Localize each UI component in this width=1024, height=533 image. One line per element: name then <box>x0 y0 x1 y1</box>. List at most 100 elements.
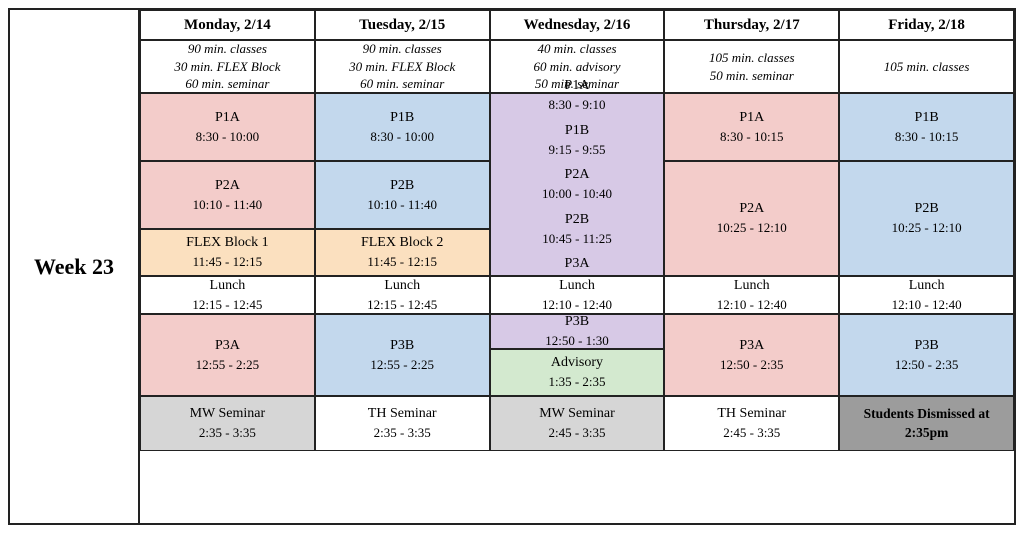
block-time: 2:35 - 3:35 <box>199 424 256 442</box>
block-title: TH Seminar <box>717 405 786 424</box>
notes-line: 30 min. FLEX Block <box>174 58 280 76</box>
block-title: MW Seminar <box>190 405 266 424</box>
day-header-fri: Friday, 2/18 <box>839 10 1014 40</box>
notes-line: 40 min. classes <box>537 40 616 58</box>
thu-p1: P1A8:30 - 10:15 <box>664 93 839 161</box>
block-time: 10:10 - 11:40 <box>193 196 263 214</box>
wed-period: P2A10:00 - 10:40 <box>542 166 612 202</box>
block-title: P1A <box>739 109 764 128</box>
block-title: P3B <box>565 313 589 332</box>
block-time: 12:10 - 12:40 <box>542 296 612 314</box>
block-title: TH Seminar <box>368 405 437 424</box>
thu-lunch: Lunch12:10 - 12:40 <box>664 276 839 314</box>
tue-seminar: TH Seminar2:35 - 3:35 <box>315 396 490 451</box>
notes-line: 60 min. advisory <box>533 58 620 76</box>
notes-line: 60 min. seminar <box>185 75 269 93</box>
block-title: P3B <box>390 337 414 356</box>
block-time: 2:35 - 3:35 <box>374 424 431 442</box>
tue-p1: P1B8:30 - 10:00 <box>315 93 490 161</box>
wed-morning-block: P1A8:30 - 9:10P1B9:15 - 9:55P2A10:00 - 1… <box>490 93 665 276</box>
fri-p2: P2B10:25 - 12:10 <box>839 161 1014 276</box>
fri-lunch: Lunch12:10 - 12:40 <box>839 276 1014 314</box>
wed-seminar: MW Seminar2:45 - 3:35 <box>490 396 665 451</box>
mon-flex: FLEX Block 111:45 - 12:15 <box>140 229 315 276</box>
notes-line: 90 min. classes <box>363 40 442 58</box>
block-title: FLEX Block 1 <box>186 234 268 253</box>
block-time: 12:10 - 12:40 <box>717 296 787 314</box>
notes-mon: 90 min. classes30 min. FLEX Block60 min.… <box>140 40 315 93</box>
notes-line: 90 min. classes <box>188 40 267 58</box>
block-time: 12:50 - 2:35 <box>720 356 784 374</box>
block-time: 8:30 - 10:00 <box>370 128 434 146</box>
block-time: 12:50 - 2:35 <box>895 356 959 374</box>
block-time: 12:55 - 2:25 <box>196 356 260 374</box>
block-time: 8:30 - 10:15 <box>895 128 959 146</box>
schedule-grid: Week 23 Monday, 2/14 Tuesday, 2/15 Wedne… <box>8 8 1016 525</box>
tue-flex: FLEX Block 211:45 - 12:15 <box>315 229 490 276</box>
mon-seminar: MW Seminar2:35 - 3:35 <box>140 396 315 451</box>
block-title: P1B <box>565 122 589 141</box>
thu-p3: P3A12:50 - 2:35 <box>664 314 839 396</box>
block-title: Lunch <box>734 277 770 296</box>
block-title: P1A <box>215 109 240 128</box>
fri-p1: P1B8:30 - 10:15 <box>839 93 1014 161</box>
block-time: 9:15 - 9:55 <box>548 141 605 159</box>
block-time: 12:15 - 12:45 <box>192 296 262 314</box>
block-time: 2:45 - 3:35 <box>723 424 780 442</box>
block-time: 12:55 - 2:25 <box>370 356 434 374</box>
block-title: Lunch <box>909 277 945 296</box>
day-header-thu: Thursday, 2/17 <box>664 10 839 40</box>
block-time: 10:10 - 11:40 <box>367 196 437 214</box>
tue-p2: P2B10:10 - 11:40 <box>315 161 490 229</box>
block-title: P3A <box>215 337 240 356</box>
wed-period: P2B10:45 - 11:25 <box>542 211 612 247</box>
block-title: P1B <box>915 109 939 128</box>
notes-line: 105 min. classes <box>884 58 970 76</box>
fri-p3: P3B12:50 - 2:35 <box>839 314 1014 396</box>
block-title: P2A <box>739 200 764 219</box>
block-title: FLEX Block 2 <box>361 234 443 253</box>
week-label: Week 23 <box>10 10 140 523</box>
block-time: 8:30 - 10:00 <box>196 128 260 146</box>
wed-advisory: Advisory1:35 - 2:35 <box>490 349 665 396</box>
block-title: P1A <box>565 77 590 96</box>
block-time: 2:45 - 3:35 <box>548 424 605 442</box>
block-time: 10:25 - 12:10 <box>717 219 787 237</box>
block-time: 1:35 - 2:35 <box>548 373 605 391</box>
block-title: Lunch <box>210 277 246 296</box>
wed-period: P1A8:30 - 9:10 <box>548 77 605 113</box>
mon-p3: P3A12:55 - 2:25 <box>140 314 315 396</box>
mon-p2: P2A10:10 - 11:40 <box>140 161 315 229</box>
block-title: Lunch <box>384 277 420 296</box>
block-title: P3A <box>739 337 764 356</box>
block-time: 12:15 - 12:45 <box>367 296 437 314</box>
block-title: Lunch <box>559 277 595 296</box>
thu-p2: P2A10:25 - 12:10 <box>664 161 839 276</box>
block-title: P3B <box>915 337 939 356</box>
notes-line: 105 min. classes <box>709 49 795 67</box>
day-header-wed: Wednesday, 2/16 <box>490 10 665 40</box>
block-time: 10:25 - 12:10 <box>892 219 962 237</box>
block-time: 8:30 - 9:10 <box>548 96 605 114</box>
notes-line: 60 min. seminar <box>360 75 444 93</box>
block-title: P2B <box>390 177 414 196</box>
notes-line: 50 min. seminar <box>710 67 794 85</box>
block-title: P2B <box>565 211 589 230</box>
day-header-mon: Monday, 2/14 <box>140 10 315 40</box>
fri-dismiss: Students Dismissed at 2:35pm <box>839 396 1014 451</box>
tue-lunch: Lunch12:15 - 12:45 <box>315 276 490 314</box>
block-time: 11:45 - 12:15 <box>193 253 263 271</box>
block-time: 8:30 - 10:15 <box>720 128 784 146</box>
block-time: 10:45 - 11:25 <box>542 230 612 248</box>
notes-tue: 90 min. classes30 min. FLEX Block60 min.… <box>315 40 490 93</box>
block-title: P2A <box>565 166 590 185</box>
wed-p3b: P3B12:50 - 1:30 <box>490 314 665 349</box>
block-time: 12:50 - 1:30 <box>545 332 609 350</box>
block-title: P2B <box>915 200 939 219</box>
block-time: 12:10 - 12:40 <box>892 296 962 314</box>
block-time: 11:45 - 12:15 <box>367 253 437 271</box>
mon-p1: P1A8:30 - 10:00 <box>140 93 315 161</box>
block-title: Advisory <box>551 354 603 373</box>
block-title: P1B <box>390 109 414 128</box>
day-header-tue: Tuesday, 2/15 <box>315 10 490 40</box>
